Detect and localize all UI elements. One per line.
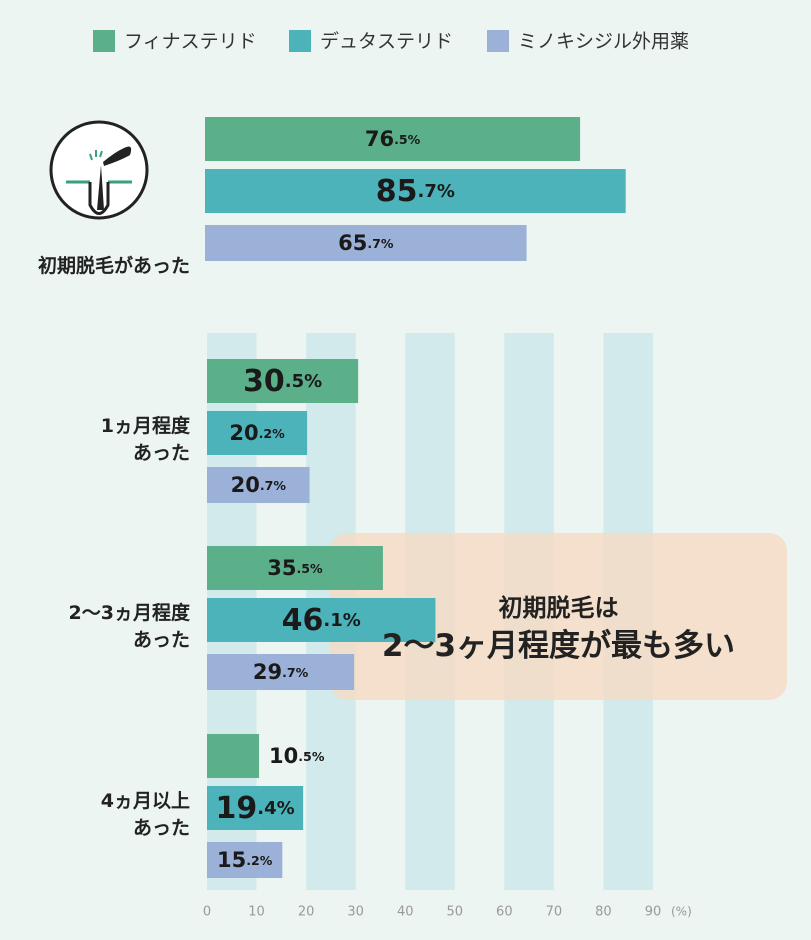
x-tick-label: 0 bbox=[203, 905, 211, 920]
bar bbox=[207, 546, 383, 590]
x-tick-label: 80 bbox=[595, 905, 612, 920]
value-label: 35.5% bbox=[267, 556, 323, 580]
category-label: 初期脱毛があった bbox=[37, 254, 190, 277]
legend-label: フィナステリド bbox=[124, 31, 257, 53]
x-tick-label: 10 bbox=[248, 905, 265, 920]
x-tick-label: 70 bbox=[546, 905, 563, 920]
bar bbox=[207, 842, 283, 878]
annotation-line: 初期脱毛は bbox=[498, 594, 619, 622]
bar bbox=[205, 169, 626, 213]
x-tick-label: 40 bbox=[397, 905, 414, 920]
value-label: 76.5% bbox=[365, 127, 421, 151]
value-label: 46.1% bbox=[282, 603, 361, 638]
legend-label: ミノキシジル外用薬 bbox=[518, 31, 689, 53]
category-label: 2〜3ヵ月程度 あった bbox=[68, 602, 190, 651]
value-label: 10.5% bbox=[269, 744, 325, 768]
legend-swatch bbox=[289, 30, 311, 52]
bar bbox=[207, 411, 308, 455]
legend-label: デュタステリド bbox=[320, 31, 453, 53]
x-tick-label: 50 bbox=[447, 905, 464, 920]
bar bbox=[207, 467, 310, 503]
bar bbox=[207, 359, 359, 403]
value-label: 65.7% bbox=[338, 231, 394, 255]
x-tick-label: 30 bbox=[347, 905, 364, 920]
highlight-box bbox=[330, 533, 787, 700]
bar bbox=[207, 786, 304, 830]
legend-swatch bbox=[93, 30, 115, 52]
bar bbox=[207, 598, 436, 642]
value-label: 30.5% bbox=[243, 364, 322, 399]
value-label: 19.4% bbox=[215, 791, 294, 826]
x-tick-label: 90 bbox=[645, 905, 662, 920]
value-label: 85.7% bbox=[376, 174, 455, 209]
x-unit: (%) bbox=[671, 905, 692, 919]
value-label: 20.2% bbox=[229, 421, 285, 445]
bar bbox=[205, 117, 581, 161]
bar bbox=[207, 654, 355, 690]
value-label: 15.2% bbox=[217, 848, 273, 872]
hair-icon bbox=[49, 120, 149, 220]
x-tick-label: 60 bbox=[496, 905, 513, 920]
bar bbox=[205, 225, 527, 261]
value-label: 20.7% bbox=[231, 473, 287, 497]
value-label: 29.7% bbox=[253, 660, 309, 684]
category-label: 1ヵ月程度 あった bbox=[100, 415, 190, 464]
x-tick-label: 20 bbox=[298, 905, 315, 920]
category-label: 4ヵ月以上 あった bbox=[100, 790, 190, 839]
annotation-line: 2〜3ヶ月程度が最も多い bbox=[381, 628, 736, 664]
bar bbox=[207, 734, 260, 778]
legend-swatch bbox=[487, 30, 509, 52]
